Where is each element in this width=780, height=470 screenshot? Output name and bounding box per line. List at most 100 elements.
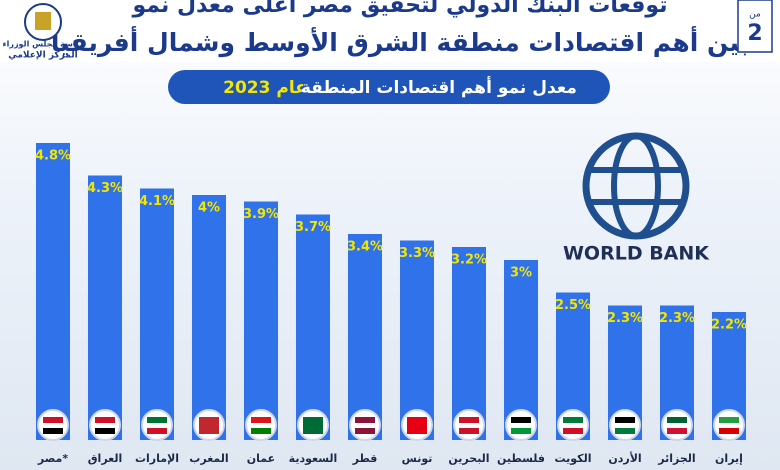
flag-stripe	[719, 423, 739, 428]
flag-stripe	[95, 417, 115, 423]
x-tick-label: إيران	[715, 452, 743, 465]
bar	[244, 201, 278, 440]
flag-stripe	[199, 417, 219, 423]
value-label: 4%	[198, 201, 220, 216]
value-label: 3.9%	[243, 207, 279, 222]
flag	[37, 409, 69, 441]
flag-stripe	[147, 417, 167, 423]
flag-stripe	[511, 417, 531, 423]
flag	[297, 409, 329, 441]
x-tick-label: الكويت	[555, 452, 592, 465]
subtitle-text: معدل نمو أهم اقتصادات المنطقة	[301, 76, 577, 98]
logo-globe	[582, 132, 690, 240]
flag-stripe	[303, 428, 323, 434]
subtitle-year: عام 2023	[223, 78, 307, 98]
flag-stripe	[147, 423, 167, 428]
flag-stripe	[511, 423, 531, 428]
bar	[36, 143, 70, 440]
value-label: 3.7%	[295, 220, 331, 235]
flag	[245, 409, 277, 441]
flag-stripe	[615, 423, 635, 428]
flag-stripe	[407, 428, 427, 434]
flag	[609, 409, 641, 441]
flag-stripe	[251, 423, 271, 428]
flag-stripe	[95, 428, 115, 434]
emblem-eagle	[35, 12, 51, 30]
flag-stripe	[251, 417, 271, 423]
flag-stripe	[667, 428, 687, 434]
value-label: 4.1%	[139, 194, 175, 209]
x-tick-label: الإمارات	[135, 452, 179, 465]
flag-stripe	[355, 423, 375, 428]
value-label: 2.2%	[711, 318, 747, 333]
world-bank-logo: WORLD BANK	[563, 132, 710, 265]
flag	[557, 409, 589, 441]
bar	[400, 240, 434, 440]
x-tick-label: مصر*	[37, 452, 69, 465]
header-band	[0, 0, 780, 62]
bar	[452, 247, 486, 440]
value-label: 3.4%	[347, 240, 383, 255]
bar	[88, 175, 122, 440]
flag-stripe	[667, 423, 687, 428]
flag	[401, 409, 433, 441]
flag	[89, 409, 121, 441]
value-label: 3.2%	[451, 253, 487, 268]
flag-stripe	[43, 423, 63, 428]
flag-stripe	[199, 428, 219, 434]
value-label: 4.3%	[87, 181, 123, 196]
x-tick-label: السعودية	[289, 452, 338, 465]
value-label: 4.8%	[35, 149, 71, 164]
bar	[140, 188, 174, 440]
chart-subtitle: معدل نمو أهم اقتصادات المنطقةعام 2023	[223, 76, 577, 98]
logo-text: WORLD BANK	[563, 243, 710, 265]
flag-stripe	[719, 417, 739, 423]
logo-meridian	[611, 133, 661, 239]
bar	[348, 234, 382, 440]
x-tick-label: عمان	[247, 452, 275, 465]
page-number: 2	[747, 21, 762, 46]
value-label: 3%	[510, 266, 532, 281]
flag-stripe	[199, 423, 219, 428]
x-tick-label: قطر	[352, 452, 378, 465]
page-of: من	[749, 10, 761, 20]
page-badge	[737, 0, 773, 53]
x-tick-label: الجزائر	[657, 452, 695, 465]
org-line1: رئاسة مجلس الوزراء	[3, 40, 84, 50]
x-tick-label: العراق	[88, 452, 123, 465]
flag-stripe	[407, 417, 427, 423]
flag-stripe	[43, 417, 63, 423]
bar	[192, 195, 226, 440]
value-label: 3.3%	[399, 246, 435, 261]
flag-stripe	[43, 428, 63, 434]
title-line2: بين أهم اقتصادات منطقة الشرق الأوسط وشما…	[51, 26, 749, 58]
flag-stripe	[511, 428, 531, 434]
flag	[713, 409, 745, 441]
flag-stripe	[147, 428, 167, 434]
subtitle-pill	[168, 70, 610, 104]
flag-stripe	[459, 417, 479, 423]
flag-stripe	[251, 428, 271, 434]
flag-stripe	[719, 428, 739, 434]
flag-stripe	[303, 417, 323, 423]
value-label: 2.5%	[555, 298, 591, 313]
flag	[505, 409, 537, 441]
flag-stripe	[355, 428, 375, 434]
value-label: 2.3%	[607, 311, 643, 326]
flag-stripe	[355, 417, 375, 423]
bar	[296, 214, 330, 440]
flag-stripe	[459, 428, 479, 434]
flag-stripe	[563, 423, 583, 428]
x-tick-label: تونس	[402, 452, 433, 465]
flag-stripe	[667, 417, 687, 423]
flag-stripe	[407, 423, 427, 428]
x-tick-label: الأردن	[608, 451, 641, 465]
x-tick-label: البحرين	[448, 452, 489, 465]
flag	[141, 409, 173, 441]
flag-stripe	[615, 428, 635, 434]
flag	[349, 409, 381, 441]
flag-stripe	[303, 423, 323, 428]
flag-stripe	[615, 417, 635, 423]
